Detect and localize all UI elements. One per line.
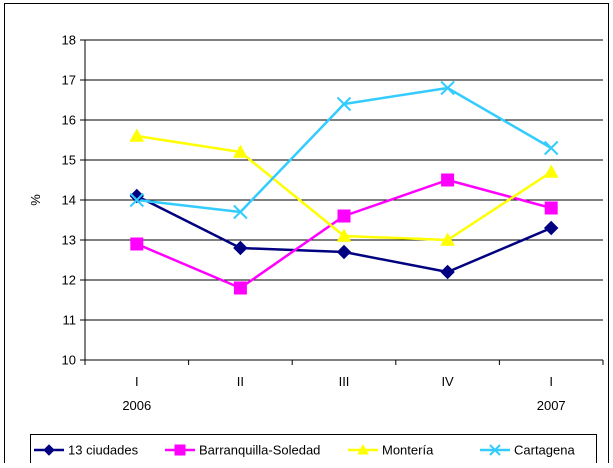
legend-label-13-ciudades: 13 ciudades <box>68 443 139 458</box>
legend-label-cartagena: Cartagena <box>514 443 575 458</box>
marker-stroke <box>336 96 352 112</box>
data-point-cartagena <box>233 204 248 220</box>
x-tick-label: II <box>237 374 244 389</box>
data-point-monteria <box>233 144 248 158</box>
y-tick-label: 18 <box>62 33 76 48</box>
legend-marker-barranquilla-soledad <box>174 444 186 456</box>
marker-stroke <box>233 204 248 220</box>
data-point-monteria <box>543 164 559 178</box>
legend-label-barranquilla-soledad: Barranquilla-Soledad <box>199 443 320 458</box>
data-point-barranquilla-soledad <box>441 173 455 187</box>
y-tick-label: 11 <box>63 313 77 328</box>
y-tick-label: 16 <box>62 113 76 128</box>
x-year-label: 2006 <box>122 398 151 413</box>
y-tick-label: 13 <box>62 233 76 248</box>
data-point-13-ciudades <box>440 264 455 280</box>
gridlines <box>85 39 603 321</box>
data-point-barranquilla-soledad <box>233 281 247 295</box>
data-point-barranquilla-soledad <box>544 201 558 215</box>
legend-marker-monteria <box>357 443 369 455</box>
y-tick-label: 12 <box>62 273 76 288</box>
axes <box>80 39 604 365</box>
data-point-monteria <box>440 232 455 246</box>
data-point-13-ciudades <box>543 220 559 236</box>
legend-label-monteria: Montería <box>382 443 434 458</box>
x-tick-label: I <box>135 374 139 389</box>
data-point-monteria <box>129 128 145 142</box>
series-line-monteria <box>136 134 552 242</box>
data-point-13-ciudades <box>336 244 352 260</box>
x-year-label: 2007 <box>537 398 566 413</box>
y-tick-labels: 10 11 12 13 14 15 16 17 18 <box>62 33 76 368</box>
x-tick-label: III <box>339 374 350 389</box>
marker-stroke <box>543 140 559 156</box>
marker-stroke <box>440 80 455 96</box>
data-point-barranquilla-soledad <box>130 237 144 251</box>
y-tick-label: 14 <box>62 193 76 208</box>
y-axis-label: % <box>28 194 43 206</box>
legend: 13 ciudades Barranquilla-Soledad Montería C… <box>30 434 597 465</box>
marker-stroke <box>489 444 501 456</box>
series-line-cartagena <box>136 86 552 214</box>
data-point-13-ciudades <box>129 188 145 204</box>
data-point-13-ciudades <box>233 240 248 256</box>
legend-marker-cartagena <box>489 444 501 456</box>
data-point-cartagena <box>543 140 559 156</box>
data-point-cartagena <box>129 192 145 208</box>
data-point-cartagena <box>336 96 352 112</box>
legend-items: 13 ciudades Barranquilla-Soledad Montería C… <box>34 443 575 458</box>
data-point-monteria <box>336 228 352 242</box>
marker-stroke <box>129 192 145 208</box>
y-tick-label: 15 <box>62 153 76 168</box>
y-tick-label: 10 <box>62 353 76 368</box>
series-markers <box>129 80 559 295</box>
legend-marker-13-ciudades <box>43 444 55 456</box>
x-tick-label: I <box>549 374 553 389</box>
data-point-cartagena <box>440 80 455 96</box>
data-point-barranquilla-soledad <box>337 209 351 223</box>
x-tick-label: IV <box>441 374 454 389</box>
chart-border <box>4 3 609 468</box>
y-tick-label: 17 <box>62 73 76 88</box>
